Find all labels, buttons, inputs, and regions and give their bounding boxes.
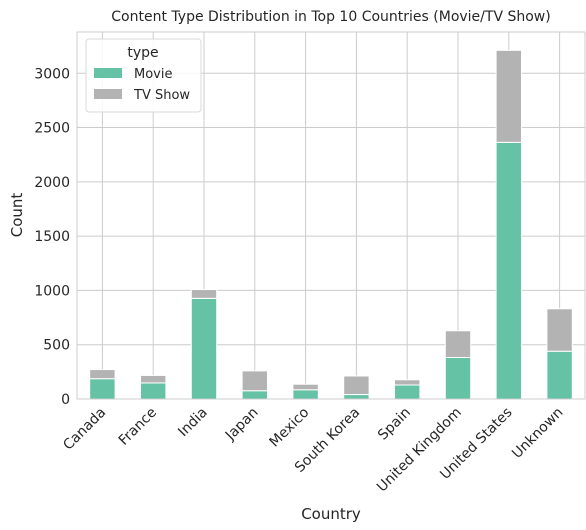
bar-tv-show-japan — [241, 370, 269, 392]
bars — [89, 49, 573, 400]
y-tick-label: 2500 — [34, 121, 70, 137]
bar-movie-south-korea — [343, 394, 370, 400]
y-tick-label: 2000 — [34, 175, 70, 191]
bar-tv-show-canada — [89, 369, 116, 380]
bar-movie-india — [190, 297, 218, 400]
chart-title: Content Type Distribution in Top 10 Coun… — [111, 9, 550, 25]
grid-lines — [77, 32, 585, 400]
bar-movie-spain — [394, 384, 421, 400]
y-tick-labels: 0 500 1000 1500 2000 2500 3000 — [34, 66, 70, 408]
y-tick-label: 0 — [61, 392, 70, 408]
bar-tv-show-mexico — [292, 383, 319, 391]
legend: type Movie TV Show — [85, 38, 202, 113]
bar-movie-united-kingdom — [444, 357, 472, 400]
x-tick-label: Japan — [222, 405, 262, 445]
x-tick-label: United Kingdom — [374, 405, 465, 496]
legend-swatch-tv-show — [94, 89, 122, 99]
bar-movie-united-states — [495, 141, 523, 400]
bar-movie-unknown — [546, 350, 573, 400]
y-axis-label: Count — [8, 193, 26, 238]
y-tick-label: 3000 — [34, 66, 70, 82]
bar-tv-show-france — [140, 374, 167, 384]
x-tick-label: Mexico — [267, 405, 313, 451]
bar-tv-show-unknown — [546, 308, 573, 352]
x-axis-label: Country — [301, 505, 361, 523]
bar-tv-show-spain — [394, 379, 421, 386]
legend-label-movie: Movie — [134, 67, 172, 82]
x-tick-label: Spain — [375, 405, 414, 444]
plot-frame — [76, 31, 586, 400]
y-tick-label: 1000 — [34, 283, 70, 299]
bar-tv-show-united-states — [495, 49, 523, 143]
x-tick-label: India — [175, 405, 211, 441]
bar-tv-show-india — [190, 289, 218, 299]
x-tick-label: Unknown — [509, 405, 566, 462]
bar-movie-japan — [241, 390, 269, 400]
bar-tv-show-united-kingdom — [444, 330, 472, 359]
y-tick-label: 500 — [43, 338, 70, 354]
legend-label-tv-show: TV Show — [133, 88, 190, 103]
bar-tv-show-south-korea — [343, 375, 370, 396]
bar-movie-canada — [89, 378, 116, 400]
legend-swatch-movie — [94, 68, 122, 78]
bar-movie-mexico — [292, 389, 319, 400]
y-tick-label: 1500 — [34, 229, 70, 245]
legend-title: type — [127, 45, 158, 61]
x-tick-label: Canada — [60, 405, 109, 454]
x-tick-label: France — [116, 405, 160, 449]
bar-movie-france — [140, 382, 167, 400]
